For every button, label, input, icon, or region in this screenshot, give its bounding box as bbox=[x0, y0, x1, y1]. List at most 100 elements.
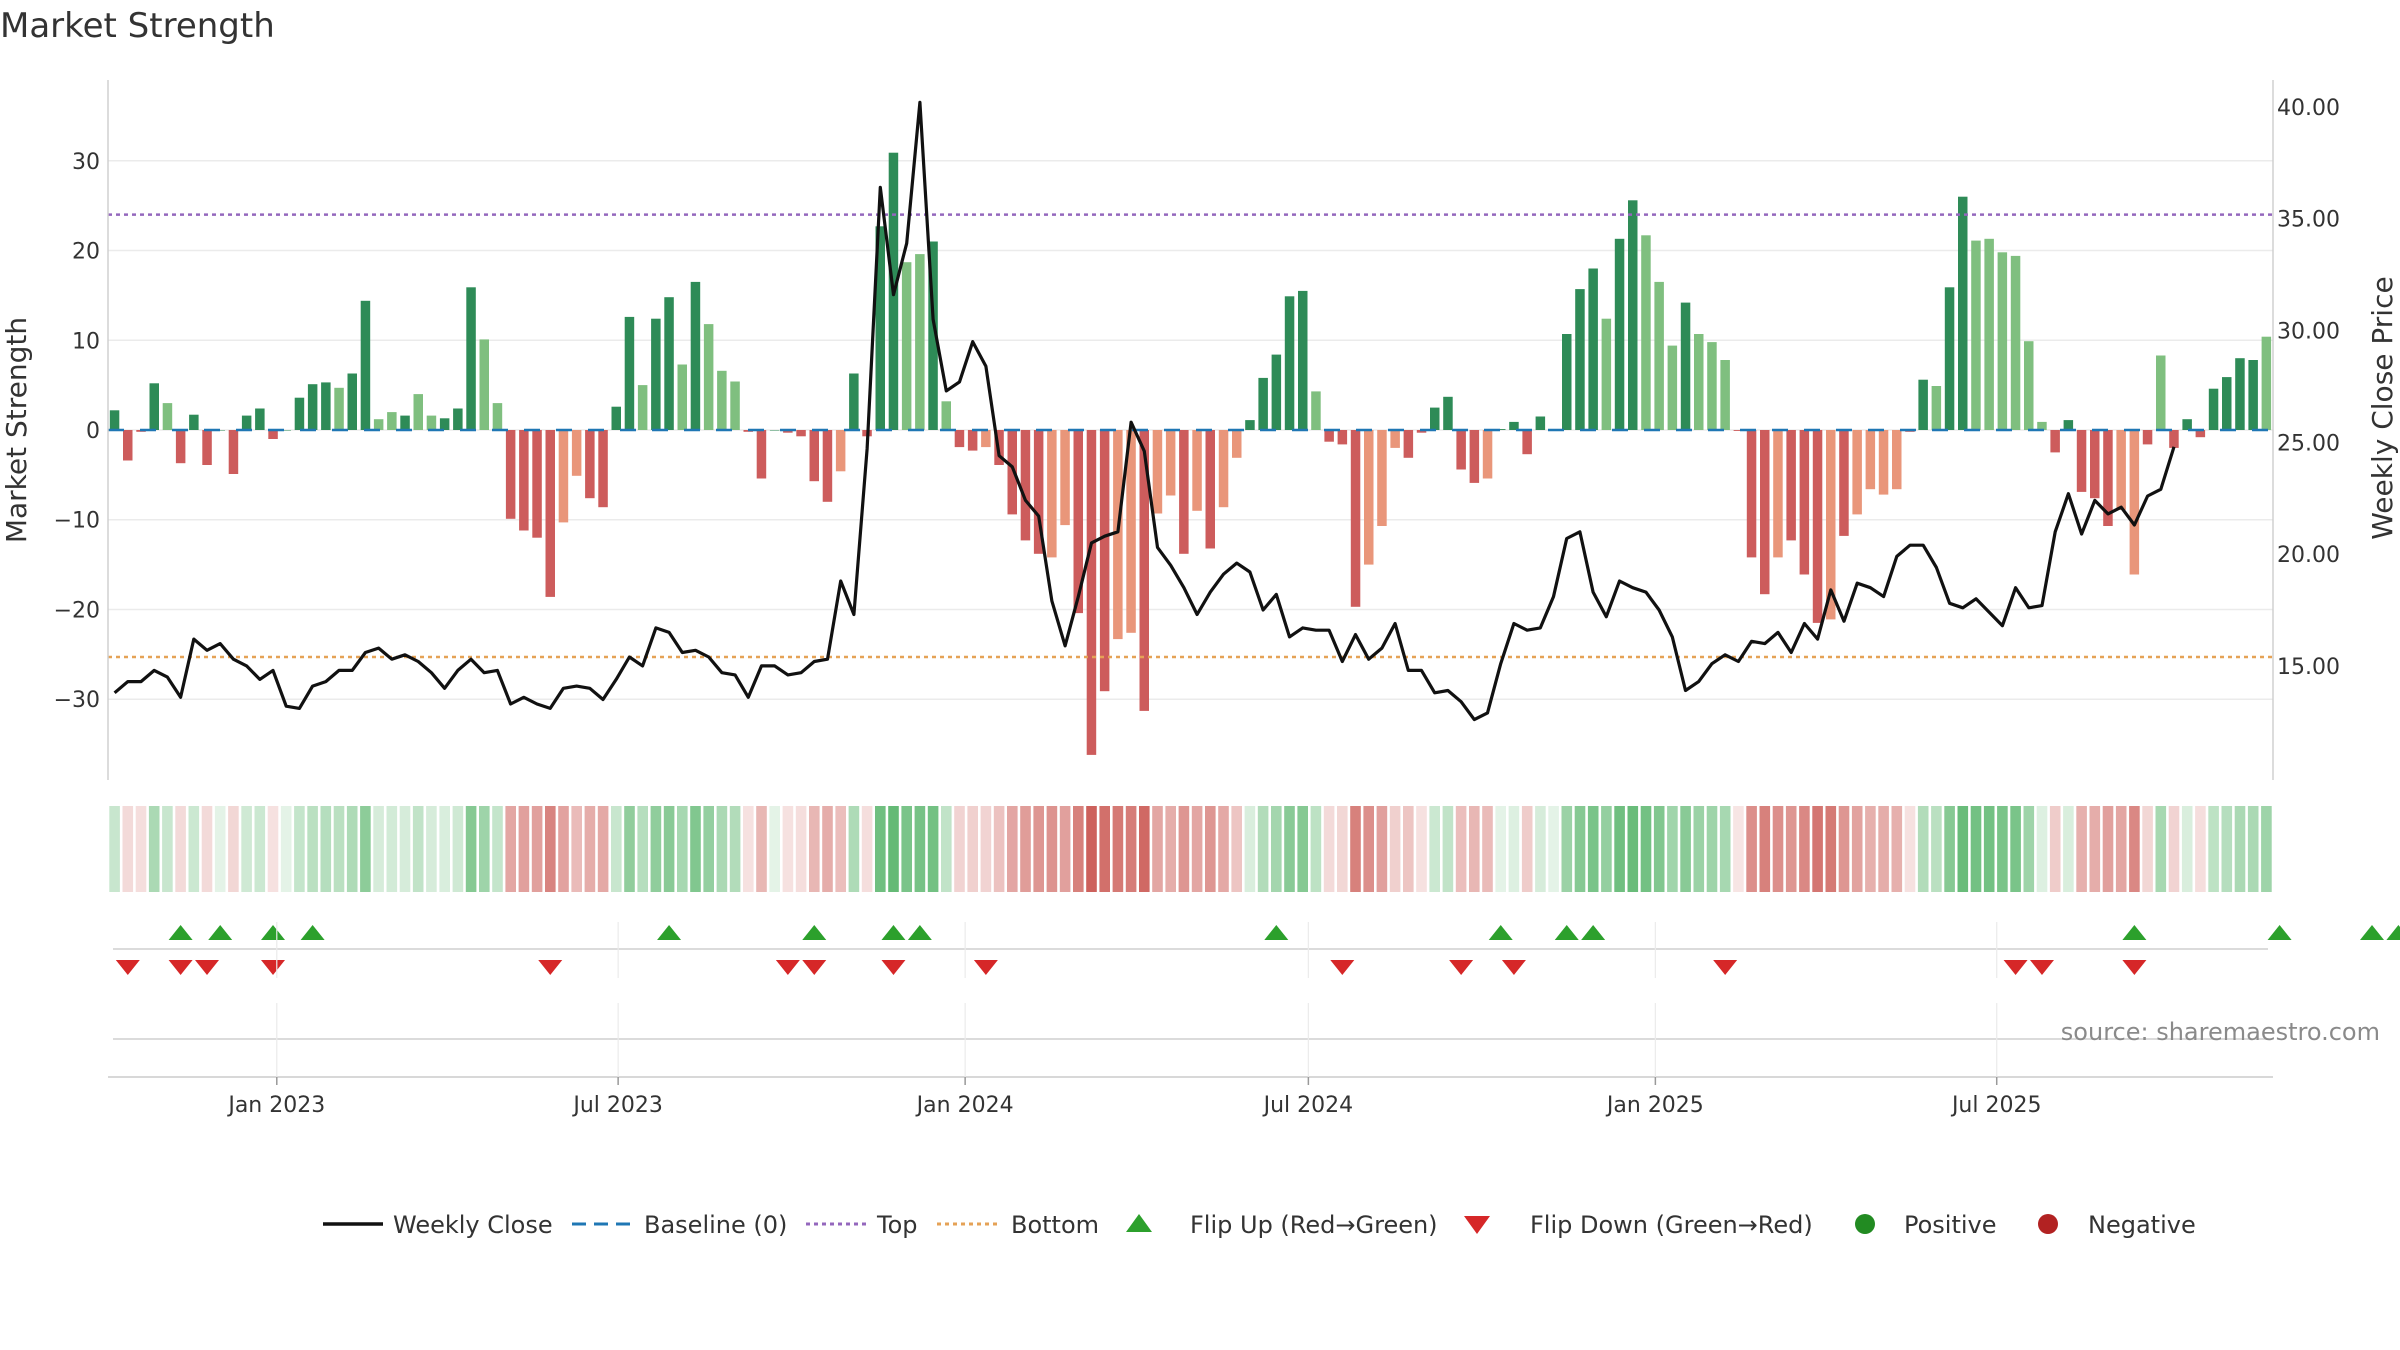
strength-bar bbox=[717, 370, 727, 430]
strength-bar bbox=[1007, 430, 1017, 515]
strength-bar bbox=[123, 430, 133, 461]
strength-bar bbox=[1958, 196, 1968, 430]
strength-bar bbox=[1892, 430, 1902, 490]
strength-bar bbox=[1654, 281, 1664, 430]
heat-cell bbox=[122, 806, 134, 892]
flip-up-marker bbox=[168, 925, 193, 940]
heat-cell bbox=[1535, 806, 1546, 892]
heat-cell bbox=[1614, 806, 1625, 892]
heat-cell bbox=[2234, 806, 2246, 892]
heat-cell bbox=[597, 806, 609, 892]
strength-bar bbox=[1786, 430, 1796, 541]
strength-bar bbox=[2156, 355, 2166, 430]
heat-cell bbox=[2102, 806, 2114, 892]
strength-bar bbox=[875, 226, 885, 430]
strength-bar bbox=[268, 430, 278, 439]
heat-strip bbox=[109, 806, 2272, 892]
heat-cell bbox=[663, 806, 675, 892]
legend-label-flip-down: Flip Down (Green→Red) bbox=[1530, 1211, 1813, 1239]
strength-bar bbox=[2103, 430, 2113, 526]
heat-cell bbox=[1983, 806, 1995, 892]
heat-cell bbox=[1917, 806, 1929, 892]
heat-cell bbox=[162, 806, 173, 892]
strength-bar bbox=[1179, 430, 1189, 554]
legend-label-top: Top bbox=[876, 1211, 918, 1239]
heat-cell bbox=[1693, 806, 1705, 892]
strength-bar bbox=[1232, 430, 1242, 458]
strength-bar bbox=[334, 387, 344, 430]
heat-cell bbox=[1033, 806, 1044, 892]
strength-bar bbox=[2010, 255, 2021, 430]
heat-cell bbox=[2129, 806, 2140, 892]
strength-bar bbox=[796, 430, 806, 437]
flip-down-marker bbox=[973, 960, 998, 975]
heat-cell bbox=[1825, 806, 1837, 892]
strength-bar bbox=[1496, 429, 1506, 430]
heat-cell bbox=[1363, 806, 1374, 892]
heat-cell bbox=[1323, 806, 1335, 892]
heat-cell bbox=[1865, 806, 1876, 892]
heat-cell bbox=[1653, 806, 1665, 892]
strength-bar bbox=[532, 430, 542, 538]
strength-bar bbox=[677, 364, 687, 430]
heat-cell bbox=[505, 806, 516, 892]
heat-cell bbox=[1944, 806, 1955, 892]
heat-cell bbox=[1297, 806, 1308, 892]
strength-bar bbox=[2208, 388, 2219, 430]
strength-bar bbox=[1284, 296, 1295, 430]
flip-up-marker bbox=[907, 925, 932, 940]
strength-bar bbox=[2248, 360, 2258, 430]
heat-cell bbox=[1205, 806, 1216, 892]
strength-bar bbox=[1918, 379, 1928, 430]
strength-bar bbox=[1113, 430, 1123, 640]
weekly-close-line bbox=[113, 100, 2176, 722]
heat-cell bbox=[1455, 806, 1467, 892]
strength-bar bbox=[1165, 430, 1176, 496]
heat-cell bbox=[452, 806, 464, 892]
heat-cell bbox=[888, 806, 899, 892]
strength-bar bbox=[2222, 377, 2232, 430]
heat-cell bbox=[558, 806, 569, 892]
strength-bar bbox=[915, 254, 925, 430]
strength-bar bbox=[189, 414, 199, 430]
heat-cell bbox=[2261, 806, 2272, 892]
heat-cell bbox=[545, 806, 556, 892]
heat-cell bbox=[399, 806, 411, 892]
flip-up-marker bbox=[657, 925, 682, 940]
strength-bar bbox=[281, 430, 291, 431]
heat-cell bbox=[650, 806, 662, 892]
heat-cell bbox=[1099, 806, 1110, 892]
strength-bar bbox=[1799, 430, 1810, 575]
heat-cell bbox=[1931, 806, 1942, 892]
strength-bar bbox=[730, 381, 740, 430]
flip-down-marker bbox=[2003, 960, 2028, 975]
strength-bar bbox=[2050, 430, 2060, 453]
y-tick-label: 20 bbox=[72, 240, 100, 265]
strength-bar bbox=[1311, 391, 1321, 430]
heat-cell bbox=[307, 806, 318, 892]
heat-cell bbox=[1218, 806, 1229, 892]
flip-down-marker bbox=[2029, 960, 2054, 975]
strength-bar bbox=[558, 430, 569, 523]
legend-label-flip-up: Flip Up (Red→Green) bbox=[1190, 1211, 1438, 1239]
flip-up-marker bbox=[208, 925, 233, 940]
heat-cell bbox=[2181, 806, 2193, 892]
strength-bar bbox=[426, 415, 437, 430]
strength-bar bbox=[1258, 377, 1268, 430]
strength-bar bbox=[1205, 430, 1215, 549]
heat-cell bbox=[1495, 806, 1506, 892]
heat-cell bbox=[743, 806, 754, 892]
strength-bar bbox=[255, 408, 265, 430]
strength-bar bbox=[1482, 430, 1493, 479]
flip-down-marker bbox=[775, 960, 800, 975]
heat-cell bbox=[2115, 806, 2127, 892]
strength-bar bbox=[664, 297, 674, 430]
heat-cell bbox=[1403, 806, 1414, 892]
strength-bar bbox=[1694, 334, 1704, 430]
heat-cell bbox=[967, 806, 978, 892]
strength-bar bbox=[1350, 430, 1361, 607]
heat-cell bbox=[2168, 806, 2180, 892]
flip-up-marker bbox=[1554, 925, 1579, 940]
strength-bar bbox=[1377, 430, 1387, 526]
heat-cell bbox=[690, 806, 701, 892]
